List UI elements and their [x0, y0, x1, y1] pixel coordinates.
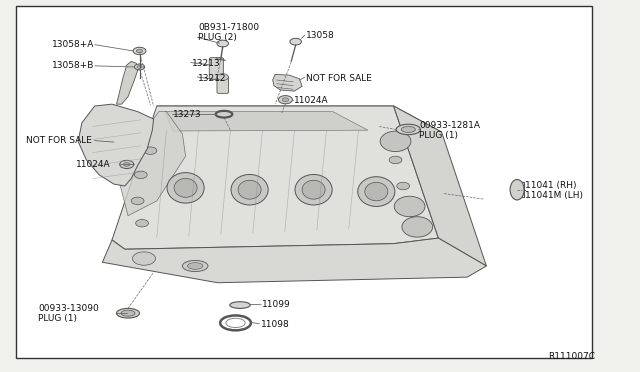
Polygon shape: [102, 238, 486, 283]
Circle shape: [124, 163, 130, 166]
Circle shape: [217, 74, 228, 80]
Text: 13058+A: 13058+A: [52, 40, 95, 49]
Polygon shape: [116, 61, 138, 104]
Ellipse shape: [510, 180, 524, 200]
Ellipse shape: [365, 182, 388, 201]
Polygon shape: [116, 112, 186, 216]
Ellipse shape: [394, 196, 425, 217]
Ellipse shape: [116, 308, 140, 318]
Text: NOT FOR SALE: NOT FOR SALE: [306, 74, 372, 83]
Circle shape: [120, 160, 134, 169]
Circle shape: [144, 147, 157, 154]
Circle shape: [397, 182, 410, 190]
Polygon shape: [394, 106, 486, 266]
Circle shape: [282, 98, 289, 102]
Ellipse shape: [167, 173, 204, 203]
Text: R111007C: R111007C: [548, 352, 595, 361]
Text: 13213: 13213: [192, 59, 221, 68]
Circle shape: [134, 171, 147, 179]
FancyBboxPatch shape: [209, 58, 223, 79]
Circle shape: [290, 38, 301, 45]
Polygon shape: [157, 106, 442, 132]
Ellipse shape: [174, 179, 197, 197]
Polygon shape: [273, 74, 302, 91]
Ellipse shape: [231, 174, 268, 205]
Circle shape: [278, 96, 292, 104]
Text: 11024A: 11024A: [294, 96, 329, 105]
Ellipse shape: [380, 131, 411, 152]
Text: 00933-13090
PLUG (1): 00933-13090 PLUG (1): [38, 304, 99, 323]
Circle shape: [217, 40, 228, 47]
Circle shape: [389, 156, 402, 164]
FancyBboxPatch shape: [217, 77, 228, 93]
Polygon shape: [78, 104, 154, 186]
Ellipse shape: [396, 124, 420, 135]
Ellipse shape: [358, 177, 395, 206]
Text: 13058+B: 13058+B: [52, 61, 95, 70]
Polygon shape: [165, 112, 368, 131]
Text: 11024A: 11024A: [76, 160, 110, 169]
Text: 13273: 13273: [173, 110, 202, 119]
Text: 13212: 13212: [198, 74, 227, 83]
Circle shape: [131, 197, 144, 205]
Ellipse shape: [188, 263, 203, 269]
Text: 13058: 13058: [306, 31, 335, 40]
Ellipse shape: [402, 217, 433, 237]
Polygon shape: [112, 106, 438, 249]
Circle shape: [136, 219, 148, 227]
Ellipse shape: [302, 180, 325, 199]
Ellipse shape: [182, 260, 208, 272]
Text: NOT FOR SALE: NOT FOR SALE: [26, 136, 92, 145]
Ellipse shape: [295, 174, 332, 205]
Text: 11041 (RH)
11041M (LH): 11041 (RH) 11041M (LH): [525, 181, 583, 200]
Text: 00933-1281A
PLUG (1): 00933-1281A PLUG (1): [419, 121, 480, 140]
Text: 0B931-71800
PLUG (2): 0B931-71800 PLUG (2): [198, 23, 260, 42]
Text: 11098: 11098: [260, 320, 289, 329]
Circle shape: [134, 64, 145, 70]
Circle shape: [137, 65, 142, 68]
Circle shape: [136, 49, 143, 53]
Circle shape: [131, 123, 144, 130]
Text: 11099: 11099: [262, 300, 291, 309]
Circle shape: [132, 252, 156, 265]
Ellipse shape: [121, 310, 135, 316]
Ellipse shape: [238, 180, 261, 199]
Circle shape: [133, 47, 146, 55]
Ellipse shape: [230, 302, 250, 308]
Ellipse shape: [401, 126, 415, 132]
